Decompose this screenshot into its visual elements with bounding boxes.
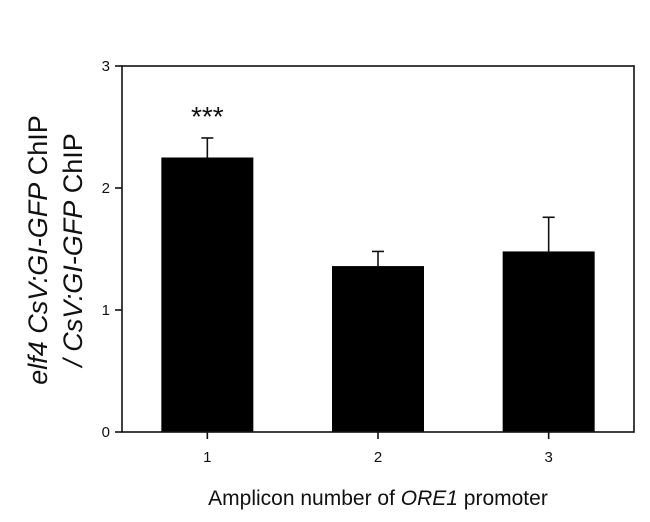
annotations-group: *** (191, 101, 224, 132)
y-axis-title-line1-italic: elf4 CsV:GI-GFP (23, 183, 53, 385)
x-tick-label-2: 2 (374, 449, 382, 466)
x-axis-title-prefix: Amplicon number of (208, 487, 401, 510)
y-tick-label-0: 0 (102, 424, 110, 441)
x-ticks-group: 1 2 3 (203, 432, 553, 466)
x-tick-label-3: 3 (544, 449, 552, 466)
y-axis-title-line2: / CsV:GI-GFP ChIP (58, 133, 88, 369)
bar-3 (502, 251, 595, 432)
y-tick-label-2: 2 (102, 180, 110, 197)
x-axis-title-suffix: promoter (458, 487, 548, 510)
x-tick-label-1: 1 (203, 449, 211, 466)
bar-1 (161, 157, 254, 432)
y-tick-label-1: 1 (102, 302, 110, 319)
y-ticks-group: 0 1 2 3 (102, 58, 122, 441)
error-bars-group (201, 137, 555, 267)
plot-frame (121, 65, 635, 433)
bar-2 (332, 266, 424, 432)
x-axis-title-italic: ORE1 (401, 487, 458, 510)
y-tick-label-3: 3 (102, 58, 110, 75)
y-axis-title-line2-italic: / CsV:GI-GFP (58, 201, 88, 369)
y-axis-title-line1: elf4 CsV:GI-GFP ChIP (23, 115, 53, 385)
bars-group (161, 157, 595, 432)
significance-label-1: *** (191, 101, 224, 132)
x-axis-title: Amplicon number of ORE1 promoter (208, 487, 548, 510)
y-axis-title-line1-normal: ChIP (23, 115, 53, 183)
y-axis-title-line2-normal: ChIP (58, 133, 88, 201)
